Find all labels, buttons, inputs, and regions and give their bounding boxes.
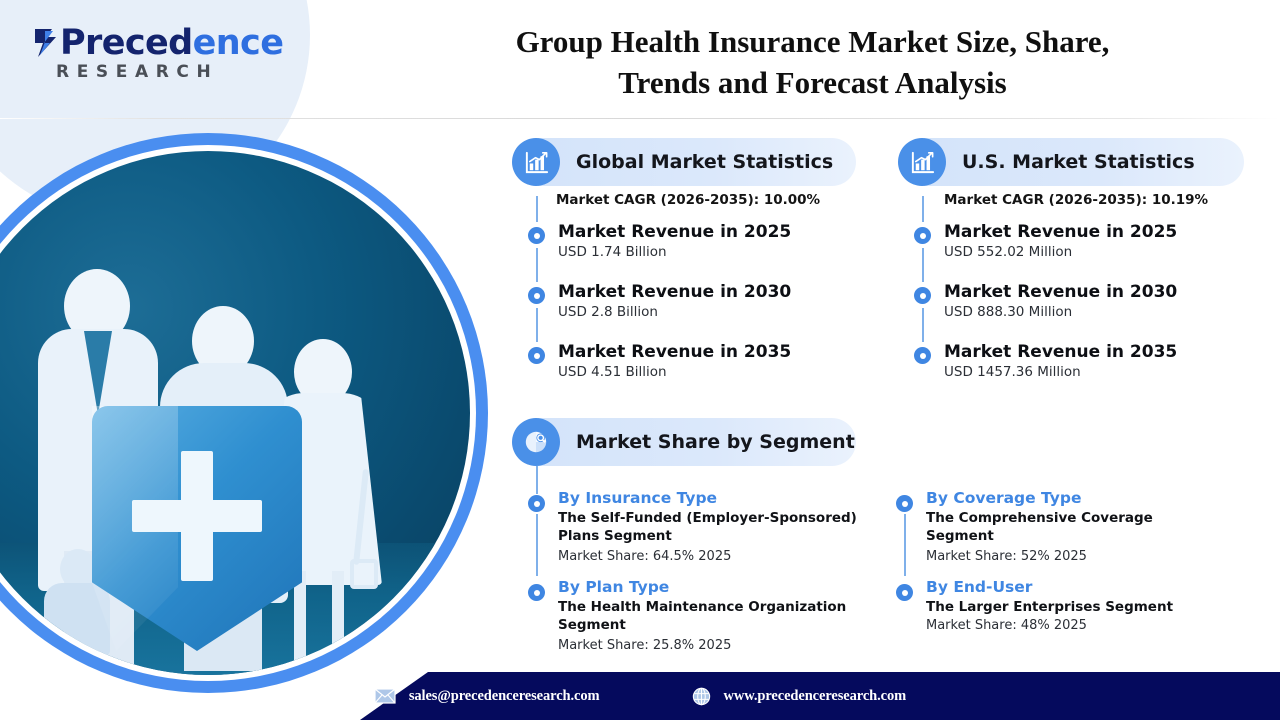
envelope-icon	[374, 688, 396, 704]
connector-line	[904, 514, 906, 576]
precedence-p-mark	[35, 29, 56, 57]
bullet-icon	[528, 227, 545, 244]
cagr-global: Market CAGR (2026-2035): 10.00%	[556, 192, 821, 208]
stat-value: USD 4.51 Billion	[558, 364, 667, 380]
bullet-icon	[528, 347, 545, 364]
hero-illustration	[0, 133, 488, 693]
stat-label: Market Revenue in 2030	[558, 282, 792, 302]
panel-title-global: Global Market Statistics	[576, 151, 834, 173]
logo-text-part1: Preced	[60, 23, 193, 63]
connector-line	[536, 308, 538, 342]
panel-pill-us	[924, 138, 1244, 186]
panel-header-global: Global Market Statistics	[512, 138, 856, 186]
panel-pill-global	[538, 138, 856, 186]
page-title-line1: Group Health Insurance Market Size, Shar…	[515, 24, 1110, 59]
stat-value: USD 1.74 Billion	[558, 244, 667, 260]
stat-label: Market Revenue in 2025	[944, 222, 1178, 242]
page-title-line2: Trends and Forecast Analysis	[618, 64, 1007, 100]
bar-chart-growth-glyph	[525, 151, 548, 173]
segment-name: The Comprehensive Coverage Segment	[926, 510, 1153, 545]
connector-line	[536, 466, 538, 494]
brand-logo[interactable]: Precedence RESEARCH	[28, 23, 298, 86]
connector-line	[536, 196, 538, 222]
panel-pill-segment	[538, 418, 856, 466]
pie-chart-search-icon	[512, 418, 560, 466]
connector-line	[536, 248, 538, 282]
bullet-icon	[896, 584, 913, 601]
stat-value: USD 2.8 Billion	[558, 304, 658, 320]
stat-label: Market Revenue in 2035	[944, 342, 1178, 362]
footer-website-text: www.precedenceresearch.com	[723, 687, 907, 704]
pie-chart-search-glyph	[525, 431, 547, 453]
segment-label: By Coverage Type	[926, 489, 1082, 507]
stat-label: Market Revenue in 2035	[558, 342, 792, 362]
family-health-shield-image	[0, 151, 470, 675]
header-divider	[0, 118, 1280, 119]
logo-text: Precedence	[60, 23, 284, 63]
panel-title-segment: Market Share by Segment	[576, 431, 855, 453]
cagr-us: Market CAGR (2026-2035): 10.19%	[944, 192, 1209, 208]
footer-bar	[360, 672, 1280, 720]
bullet-icon	[914, 287, 931, 304]
logo-wordmark: Precedence	[28, 23, 298, 63]
connector-line	[922, 308, 924, 342]
segment-name: The Larger Enterprises Segment	[926, 599, 1174, 615]
segment-label: By Insurance Type	[558, 489, 718, 507]
bar-chart-growth-icon	[512, 138, 560, 186]
segment-name: The Health Maintenance Organization Segm…	[558, 599, 847, 634]
connector-line	[922, 248, 924, 282]
segment-share: Market Share: 48% 2025	[926, 618, 1087, 633]
stat-value: USD 888.30 Million	[944, 304, 1073, 320]
connector-line	[922, 196, 924, 222]
bullet-icon	[914, 227, 931, 244]
bullet-icon	[896, 495, 913, 512]
footer-email[interactable]: sales@precedenceresearch.com	[374, 688, 600, 705]
segment-name: The Self-Funded (Employer-Sponsored) Pla…	[558, 510, 857, 545]
stat-value: USD 1457.36 Million	[944, 364, 1081, 380]
page-title: Group Health Insurance Market Size, Shar…	[425, 22, 1200, 104]
logo-text-part2: ence	[192, 23, 284, 63]
panel-header-us: U.S. Market Statistics	[898, 138, 1244, 186]
footer-website[interactable]: www.precedenceresearch.com	[692, 687, 907, 706]
bar-chart-growth-icon	[898, 138, 946, 186]
segment-label: By Plan Type	[558, 578, 670, 596]
segment-share: Market Share: 25.8% 2025	[558, 638, 732, 653]
footer-contacts: sales@precedenceresearch.com www.precede…	[0, 672, 1280, 720]
panel-title-us: U.S. Market Statistics	[962, 151, 1195, 173]
bullet-icon	[528, 584, 545, 601]
bar-chart-growth-glyph	[911, 151, 934, 173]
segment-share: Market Share: 52% 2025	[926, 549, 1087, 564]
bullet-icon	[528, 495, 545, 512]
stat-value: USD 552.02 Million	[944, 244, 1073, 260]
bullet-icon	[528, 287, 545, 304]
footer-email-text: sales@precedenceresearch.com	[408, 687, 600, 704]
panel-header-segment: Market Share by Segment	[512, 418, 856, 466]
medical-cross-bar	[132, 500, 262, 532]
segment-label: By End-User	[926, 578, 1033, 596]
stethoscope-bell	[350, 559, 378, 589]
connector-line	[536, 514, 538, 576]
segment-share: Market Share: 64.5% 2025	[558, 549, 732, 564]
bullet-icon	[914, 347, 931, 364]
stat-label: Market Revenue in 2030	[944, 282, 1178, 302]
stat-label: Market Revenue in 2025	[558, 222, 792, 242]
logo-subtitle: RESEARCH	[56, 62, 219, 82]
globe-icon	[692, 687, 710, 705]
